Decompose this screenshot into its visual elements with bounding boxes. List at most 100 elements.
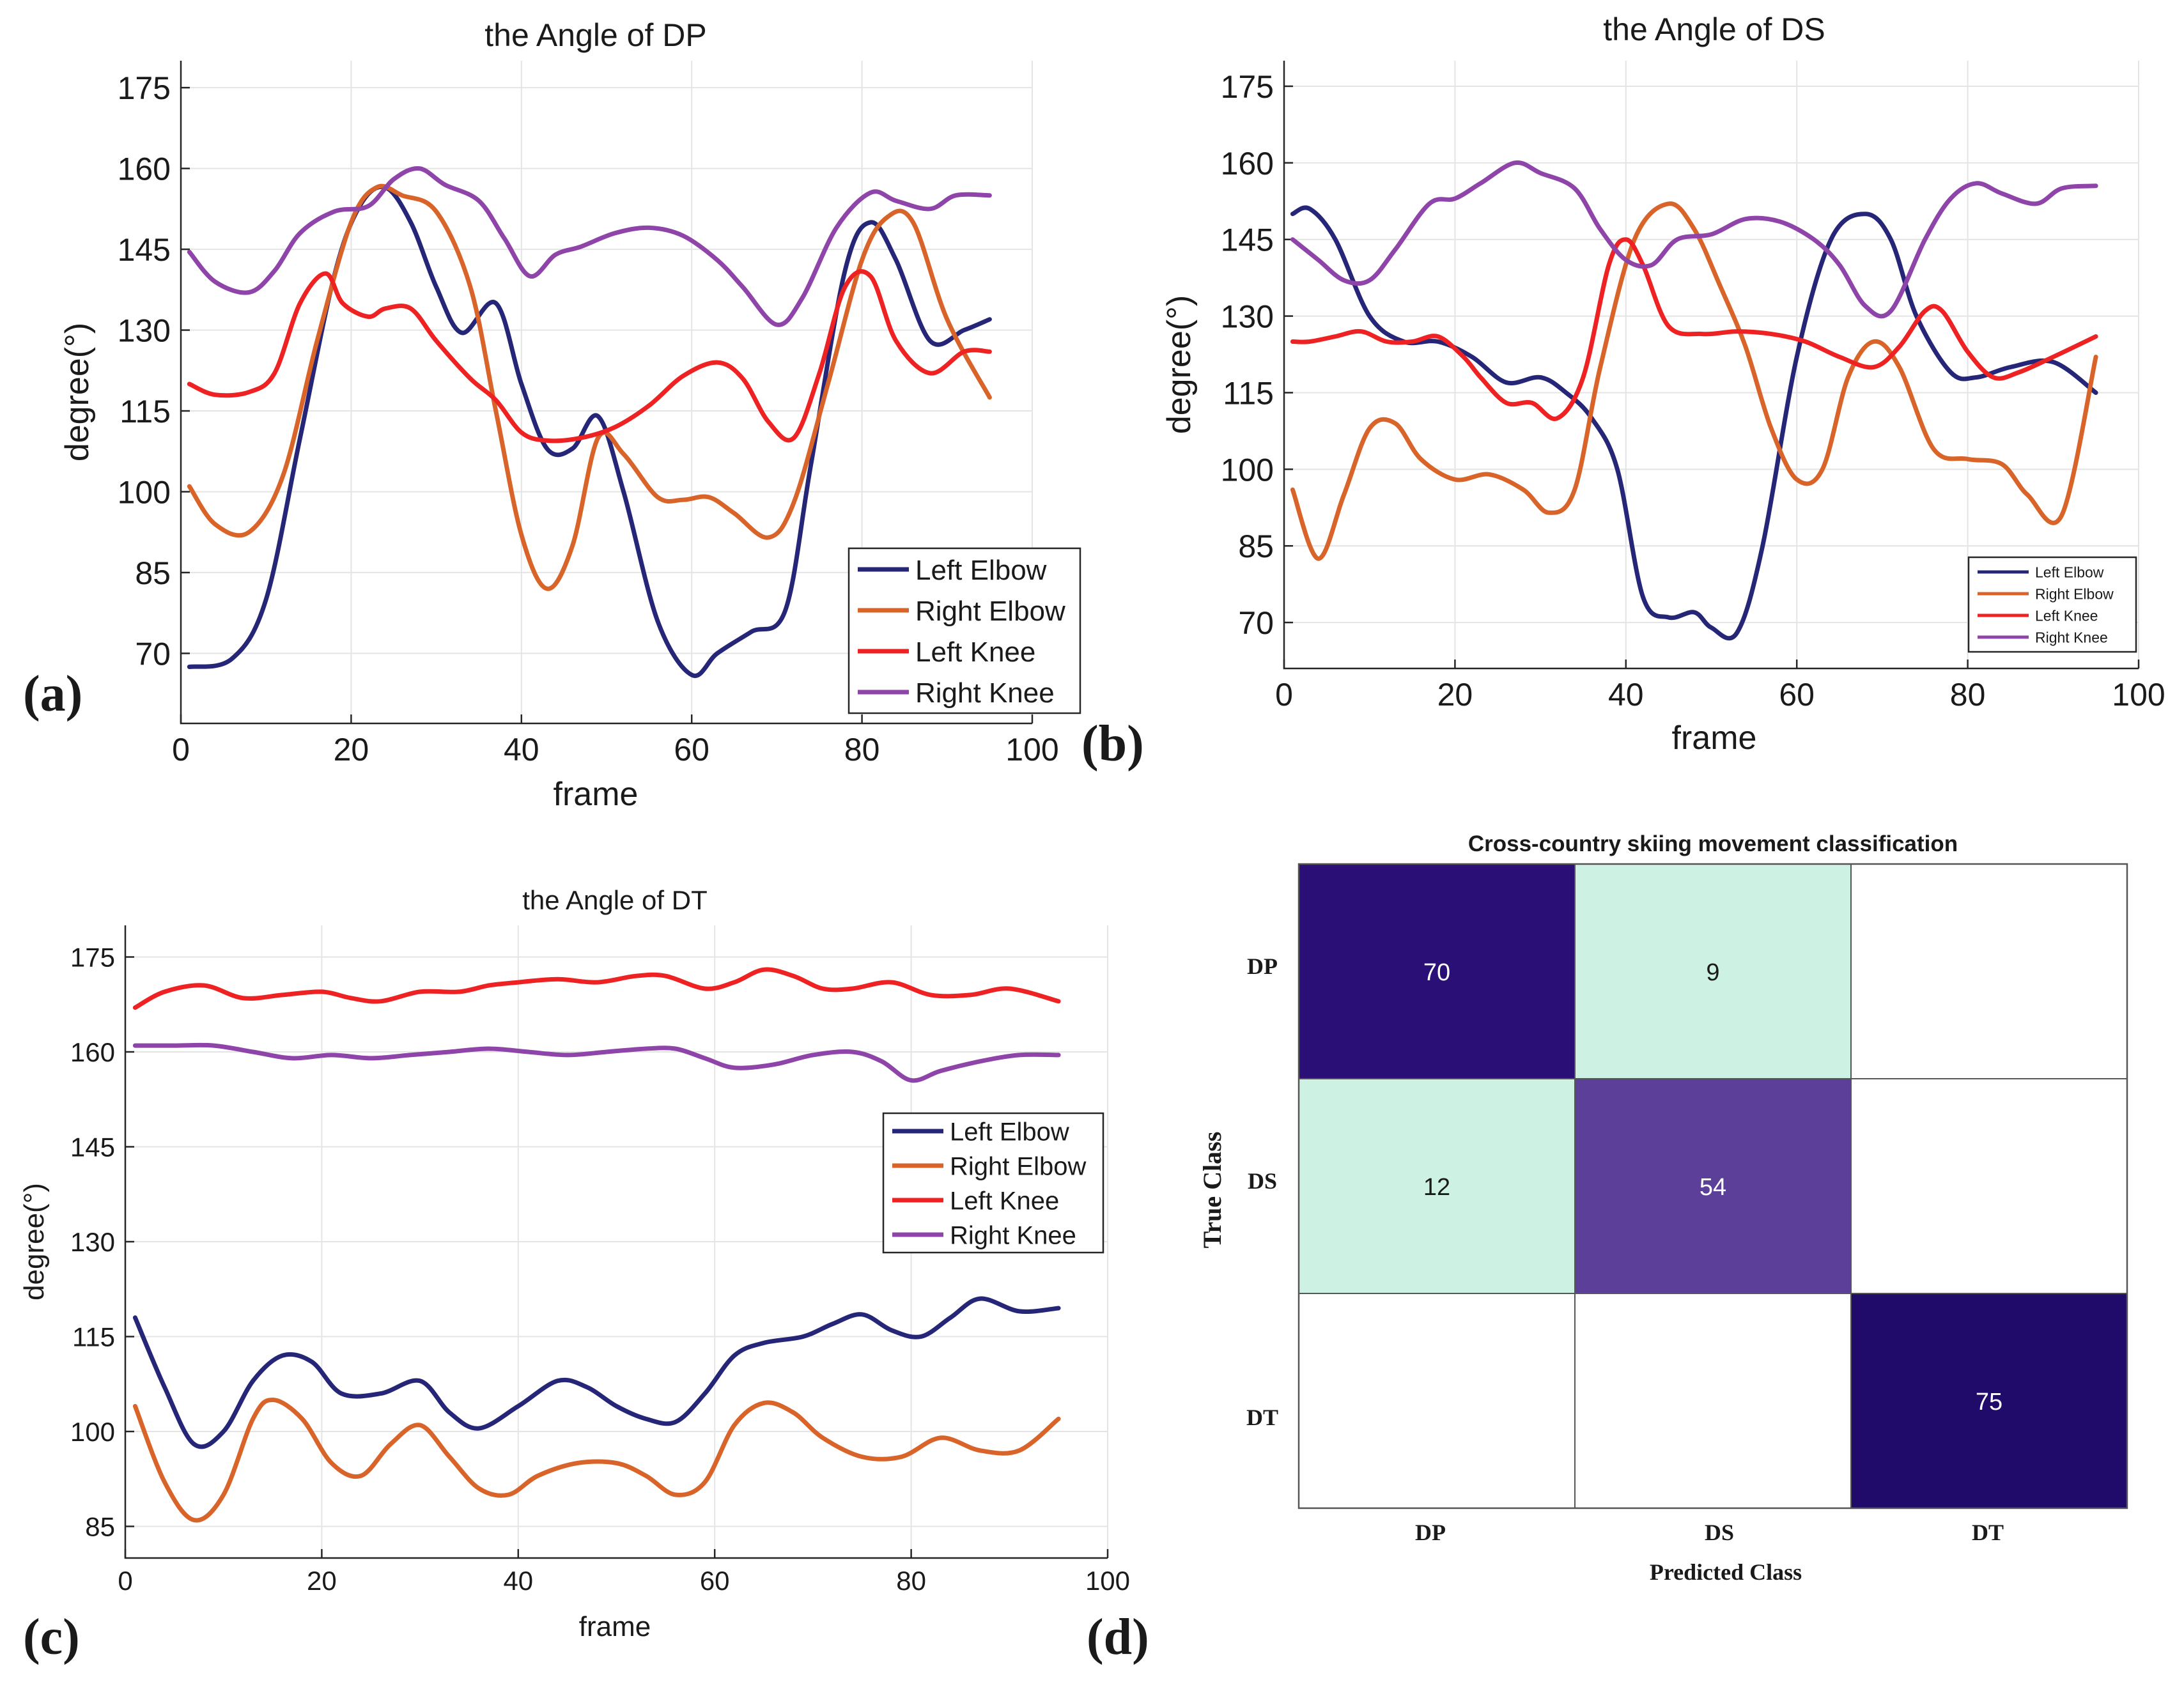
y-tick-label: 145 <box>1221 222 1274 258</box>
matrix-border <box>1297 863 2128 1509</box>
y-axis-label: degree(°) <box>19 1183 50 1300</box>
y-tick-label: 160 <box>1221 146 1274 181</box>
matrix-cell <box>1850 1078 2128 1294</box>
y-tick-label: 145 <box>70 1132 115 1162</box>
matrix-cell <box>1574 863 1852 1079</box>
panel-label: (c) <box>23 1609 80 1665</box>
x-tick-label: 20 <box>334 732 369 768</box>
x-tick-label: 40 <box>504 732 539 768</box>
legend: Left Elbow Right Elbow Left Knee Right Knee <box>1967 556 2137 653</box>
legend-entry: Left Elbow <box>2035 564 2104 580</box>
series-line-left-knee <box>132 967 1061 1010</box>
y-tick-label: 70 <box>135 636 171 672</box>
x-tick-label: 60 <box>674 732 709 768</box>
series-line-left-elbow <box>132 1296 1061 1449</box>
legend-entry: Right Knee <box>2035 629 2108 645</box>
y-tick-label: 175 <box>118 70 171 106</box>
y-axis-label: degree(°) <box>59 323 96 461</box>
row-label: DT <box>1246 1405 1278 1430</box>
x-tick-label: 80 <box>844 732 880 768</box>
series-line-right-elbow <box>187 183 992 591</box>
x-tick-label: 0 <box>118 1566 132 1596</box>
y-tick-label: 160 <box>118 151 171 187</box>
x-tick-label: 100 <box>2112 677 2165 713</box>
x-tick-label: 40 <box>503 1566 533 1596</box>
chart-title: the Angle of DP <box>484 17 706 53</box>
x-tick-label: 0 <box>172 732 190 768</box>
panel-label: (d) <box>1087 1609 1149 1665</box>
matrix-cell <box>1298 1078 1576 1294</box>
series-line-right-knee <box>187 166 992 327</box>
y-tick-label: 130 <box>118 313 171 349</box>
y-axis-label: degree(°) <box>1161 295 1198 434</box>
y-tick-label: 85 <box>1238 529 1274 564</box>
y-tick-label: 175 <box>70 943 115 973</box>
y-axis-label: True Class <box>1198 1132 1227 1249</box>
legend-entry: Right Elbow <box>950 1152 1087 1180</box>
x-tick-label: 20 <box>1437 677 1473 713</box>
x-tick-label: 80 <box>1950 677 1986 713</box>
y-tick-label: 85 <box>85 1512 115 1542</box>
panel-label: (b) <box>1081 716 1144 772</box>
x-tick-label: 80 <box>896 1566 926 1596</box>
y-tick-label: 115 <box>72 1322 115 1352</box>
x-tick-label: 0 <box>1275 677 1293 713</box>
x-tick-label: 60 <box>700 1566 730 1596</box>
matrix-value: 12 <box>1423 1174 1450 1201</box>
y-tick-label: 160 <box>70 1037 115 1067</box>
series-line-right-knee <box>1290 160 2098 319</box>
panel-label: (a) <box>23 666 82 722</box>
x-axis-label: Predicted Class <box>1650 1559 1802 1585</box>
series-line-right-knee <box>132 1042 1061 1083</box>
matrix-cell <box>1850 1293 2128 1509</box>
column-label: DP <box>1415 1520 1446 1545</box>
x-tick-label: 20 <box>307 1566 337 1596</box>
legend-entry: Right Elbow <box>2035 585 2114 602</box>
matrix-value: 9 <box>1706 959 1719 986</box>
y-tick-label: 100 <box>118 474 171 510</box>
matrix-value: 70 <box>1423 959 1450 986</box>
matrix-cell <box>1574 1293 1852 1509</box>
y-tick-label: 130 <box>70 1227 115 1257</box>
matrix-value: 75 <box>1976 1389 2002 1416</box>
y-tick-label: 130 <box>1221 299 1274 335</box>
y-tick-label: 100 <box>70 1417 115 1447</box>
y-tick-label: 145 <box>118 232 171 268</box>
matrix-value: 54 <box>1700 1174 1726 1201</box>
y-tick-label: 115 <box>1223 375 1274 411</box>
series-line-left-elbow <box>1290 205 2098 641</box>
legend-entry: Right Knee <box>950 1221 1076 1249</box>
legend-entry: Right Knee <box>915 677 1055 709</box>
x-tick-label: 100 <box>1005 732 1058 768</box>
y-tick-label: 115 <box>120 394 171 429</box>
row-label: DS <box>1248 1168 1277 1194</box>
y-tick-label: 85 <box>135 555 171 591</box>
matrix-cell <box>1298 1293 1576 1509</box>
legend: Left Elbow Right Elbow Left Knee Right Knee <box>882 1112 1104 1254</box>
y-tick-label: 100 <box>1221 452 1274 488</box>
column-label: DT <box>1972 1520 2004 1545</box>
chart-title: the Angle of DT <box>522 885 708 915</box>
panel-a-dp-chart: 0 20 40 60 80 100 70 85 100 115 130 145 160 175 the An… <box>23 17 1081 813</box>
matrix-cell <box>1850 863 2128 1079</box>
legend-entry: Left Elbow <box>950 1118 1069 1146</box>
legend-box <box>848 547 1081 714</box>
x-tick-label: 40 <box>1608 677 1644 713</box>
y-tick-label: 175 <box>1221 69 1274 105</box>
matrix-cell <box>1574 1078 1852 1294</box>
column-label: DS <box>1705 1520 1734 1545</box>
y-tick-label: 70 <box>1238 605 1274 641</box>
panel-c-dt-chart: 0 20 40 60 80 100 85 100 115 130 145 160 175 the Angl… <box>19 885 1130 1665</box>
legend-entry: Left Knee <box>950 1187 1059 1215</box>
panel-d-confusion-matrix: 70 9 12 54 75 DP DS DT DP DS DT Cross-country skiin… <box>1087 831 2128 1665</box>
series-line-left-knee <box>187 269 992 444</box>
x-axis-label: frame <box>579 1611 651 1642</box>
legend-entry: Left Elbow <box>915 555 1047 586</box>
legend-entry: Left Knee <box>915 637 1035 668</box>
x-axis-label: frame <box>554 776 639 813</box>
series-line-right-elbow <box>132 1398 1061 1523</box>
x-axis-label: frame <box>1672 720 1757 757</box>
series-line-right-elbow <box>1290 201 2098 561</box>
x-tick-label: 100 <box>1085 1566 1130 1596</box>
